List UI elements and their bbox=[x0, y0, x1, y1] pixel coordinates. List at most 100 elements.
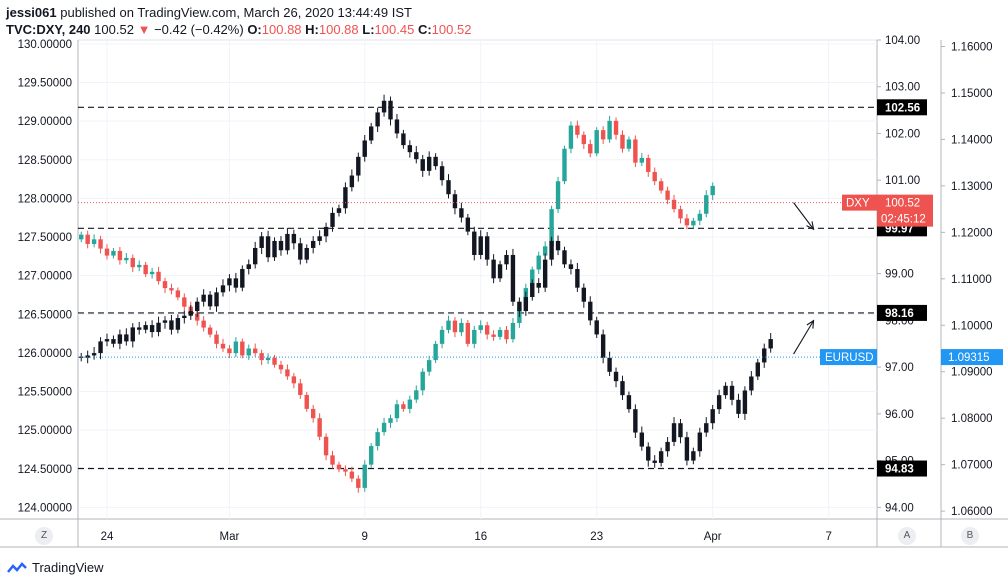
dxy-candle bbox=[465, 217, 471, 232]
dxy-candle bbox=[439, 166, 445, 181]
dxy-candle bbox=[600, 334, 606, 358]
eurusd-candle bbox=[401, 404, 406, 409]
dxy-candle bbox=[233, 278, 239, 288]
time-axis-tick: Apr bbox=[704, 531, 722, 543]
dxy-candle bbox=[388, 100, 393, 120]
dxy-candle bbox=[285, 233, 290, 251]
eurusd-candle bbox=[85, 234, 90, 244]
eurusd-candle bbox=[240, 341, 245, 356]
dxy-candle bbox=[407, 145, 413, 153]
dxy-down-arrow-icon-head bbox=[806, 221, 815, 231]
eurusd-candle bbox=[710, 185, 715, 196]
zoom-reset-button[interactable]: Z bbox=[35, 527, 53, 545]
eurusd-candle bbox=[536, 255, 541, 270]
dxy-candle bbox=[562, 250, 567, 265]
left-axis-tick: 125.00000 bbox=[18, 425, 72, 437]
down-arrow-icon: ▼ bbox=[137, 22, 151, 37]
dxy-candle bbox=[691, 451, 696, 461]
time-axis-tick: 23 bbox=[590, 531, 603, 543]
dxy-axis-tick: 96.00 bbox=[885, 409, 914, 421]
left-axis-tick: 126.50000 bbox=[18, 309, 72, 321]
eurusd-candle bbox=[343, 469, 348, 472]
eurusd-candle bbox=[137, 264, 142, 268]
time-axis-tick: Mar bbox=[220, 531, 240, 543]
eurusd-candle bbox=[420, 371, 425, 391]
eurusd-candle bbox=[79, 234, 84, 240]
dxy-candle bbox=[652, 460, 657, 463]
eurusd-candle bbox=[530, 269, 535, 289]
eurusd-candle bbox=[594, 130, 599, 154]
symbol-label: TVC:DXY, 240 bbox=[6, 22, 91, 37]
dxy-candle bbox=[594, 320, 599, 335]
dxy-candle bbox=[156, 322, 161, 333]
level-tag bbox=[877, 460, 927, 477]
price-change: −0.42 (−0.42%) bbox=[154, 22, 244, 37]
level-label: 102.56 bbox=[885, 102, 920, 114]
dxy-candle bbox=[278, 240, 284, 251]
eurusd-candle bbox=[407, 399, 413, 409]
dxy-candle bbox=[143, 325, 148, 330]
dxy-candle bbox=[169, 320, 174, 330]
dxy-candle bbox=[330, 212, 335, 227]
dxy-candle bbox=[394, 119, 400, 134]
dxy-candle bbox=[452, 194, 458, 209]
eurusd-candle bbox=[588, 144, 593, 154]
dxy-candle bbox=[381, 100, 387, 113]
dxy-candle bbox=[736, 399, 741, 414]
dxy-candle bbox=[323, 226, 329, 237]
eurusd-candle bbox=[652, 171, 657, 182]
left-axis-tick: 127.50000 bbox=[18, 232, 72, 244]
eur-axis-tick: 1.08000 bbox=[951, 413, 993, 425]
dxy-axis-tick: 103.00 bbox=[885, 82, 920, 94]
eurusd-candle bbox=[111, 250, 116, 256]
eurusd-candle bbox=[156, 271, 161, 282]
auto-scale-button[interactable]: A bbox=[898, 527, 916, 545]
dxy-candle bbox=[104, 339, 110, 342]
eur-scale-button[interactable]: B bbox=[961, 527, 979, 545]
eurusd-candle bbox=[182, 297, 187, 307]
dxy-candle bbox=[433, 156, 438, 167]
eurusd-candle bbox=[330, 455, 335, 465]
dxy-candle bbox=[678, 423, 683, 438]
eurusd-candle bbox=[336, 464, 342, 470]
dxy-candle bbox=[227, 278, 232, 286]
eurusd-candle bbox=[278, 364, 284, 370]
dxy-candle bbox=[252, 247, 258, 265]
dxy-candle bbox=[356, 156, 361, 176]
eurusd-candle bbox=[452, 320, 458, 333]
left-axis-tick: 129.00000 bbox=[18, 116, 72, 128]
eurusd-candle bbox=[304, 394, 309, 409]
dxy-candle bbox=[220, 285, 226, 293]
low-value: 100.45 bbox=[374, 22, 415, 37]
dxy-candle bbox=[620, 381, 625, 396]
author-name[interactable]: jessi061 bbox=[6, 5, 57, 20]
level-label: 98.16 bbox=[885, 308, 914, 320]
plot-area bbox=[77, 39, 878, 520]
dxy-candle bbox=[317, 236, 322, 241]
eurusd-candle bbox=[207, 327, 213, 335]
dxy-candle bbox=[117, 334, 123, 344]
eurusd-candle bbox=[555, 181, 561, 210]
dxy-candle bbox=[336, 208, 342, 213]
eur-up-arrow-icon bbox=[793, 320, 815, 355]
dxy-candle bbox=[536, 283, 541, 288]
dxy-candle bbox=[762, 348, 767, 363]
eurusd-candle bbox=[98, 239, 103, 249]
eurusd-candle bbox=[491, 334, 496, 337]
dxy-candle bbox=[749, 376, 754, 391]
eurusd-candle bbox=[317, 418, 322, 437]
tradingview-logo-icon bbox=[7, 561, 27, 573]
dxy-candle bbox=[446, 180, 451, 195]
eurusd-candle bbox=[414, 390, 419, 400]
eurusd-candle bbox=[214, 334, 219, 344]
left-axis-tick: 124.50000 bbox=[18, 464, 72, 476]
left-axis-tick: 130.00000 bbox=[18, 39, 72, 51]
dxy-candle bbox=[478, 236, 483, 255]
time-axis-tick: 24 bbox=[101, 531, 114, 543]
dxy-candle bbox=[658, 451, 664, 463]
dxy-candle bbox=[684, 437, 690, 461]
eurusd-candle bbox=[658, 181, 664, 191]
eur-axis-tick: 1.12000 bbox=[951, 227, 993, 239]
eurusd-candle bbox=[169, 288, 174, 291]
